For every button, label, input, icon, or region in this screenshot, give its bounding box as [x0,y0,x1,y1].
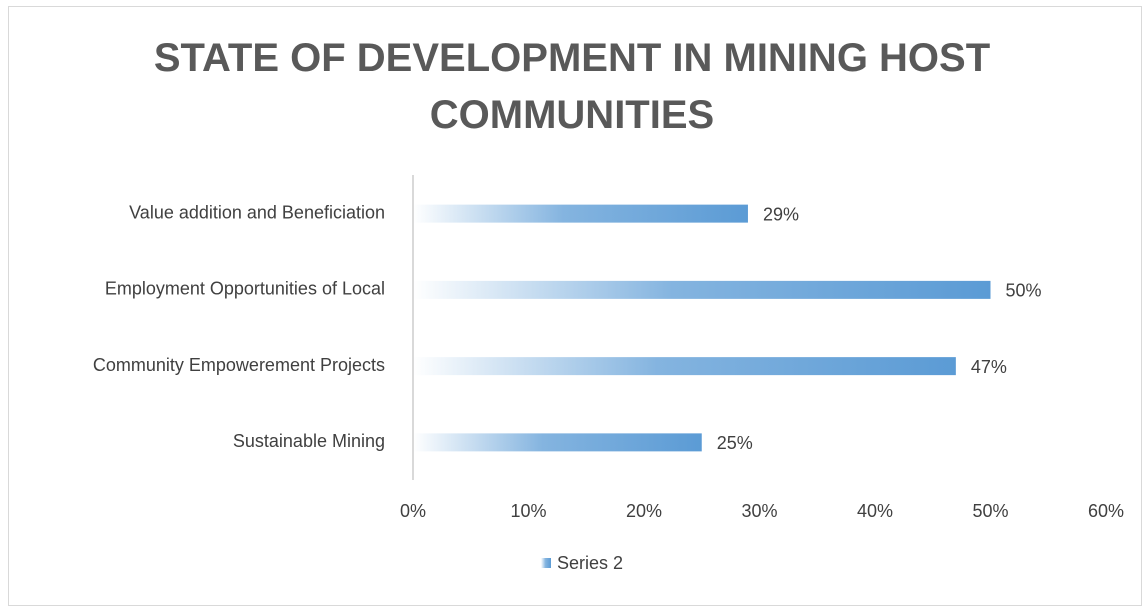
data-label: 25% [717,433,753,453]
y-tick-label: Community Empowerement Projects [93,355,385,375]
legend-label: Series 2 [557,553,623,573]
y-tick-label: Value addition and Beneficiation [129,202,385,222]
x-tick-label: 20% [626,501,662,521]
x-tick-label: 40% [857,501,893,521]
x-tick-label: 30% [741,501,777,521]
chart-title: STATE OF DEVELOPMENT IN MINING HOST COMM… [153,36,991,137]
bar [413,280,991,299]
bar [413,204,748,223]
x-tick-label: 50% [972,501,1008,521]
bar [413,357,956,376]
data-label: 50% [1006,281,1042,301]
data-label: 47% [971,357,1007,377]
data-label: 29% [763,204,799,224]
y-tick-label: Employment Opportunities of Local [105,279,385,299]
x-tick-label: 60% [1088,501,1124,521]
x-tick-label: 0% [400,501,426,521]
y-tick-label: Sustainable Mining [233,431,385,451]
x-tick-label: 10% [510,501,546,521]
bar [413,433,702,452]
legend-swatch [541,558,551,568]
